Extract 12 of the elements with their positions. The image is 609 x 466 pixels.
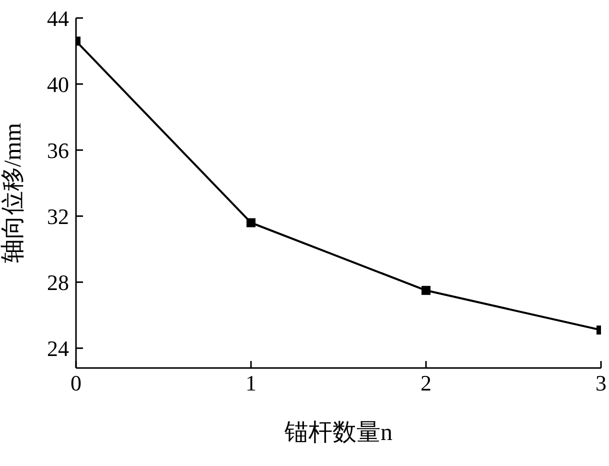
y-tick-label: 36 (47, 138, 69, 163)
y-tick-label: 24 (47, 336, 69, 361)
x-tick-label: 3 (596, 370, 606, 396)
y-tick-label: 40 (47, 72, 69, 97)
x-tick-label: 1 (246, 370, 256, 396)
y-axis-title: 轴向位移/mm (0, 122, 27, 264)
x-tick-label: 0 (70, 370, 82, 396)
y-tick-label: 44 (47, 6, 69, 31)
y-tick-label: 32 (47, 204, 69, 229)
x-axis-title: 锚杆数量n (284, 420, 392, 446)
y-tick-label: 28 (47, 270, 69, 295)
x-tick-label: 2 (420, 370, 432, 396)
